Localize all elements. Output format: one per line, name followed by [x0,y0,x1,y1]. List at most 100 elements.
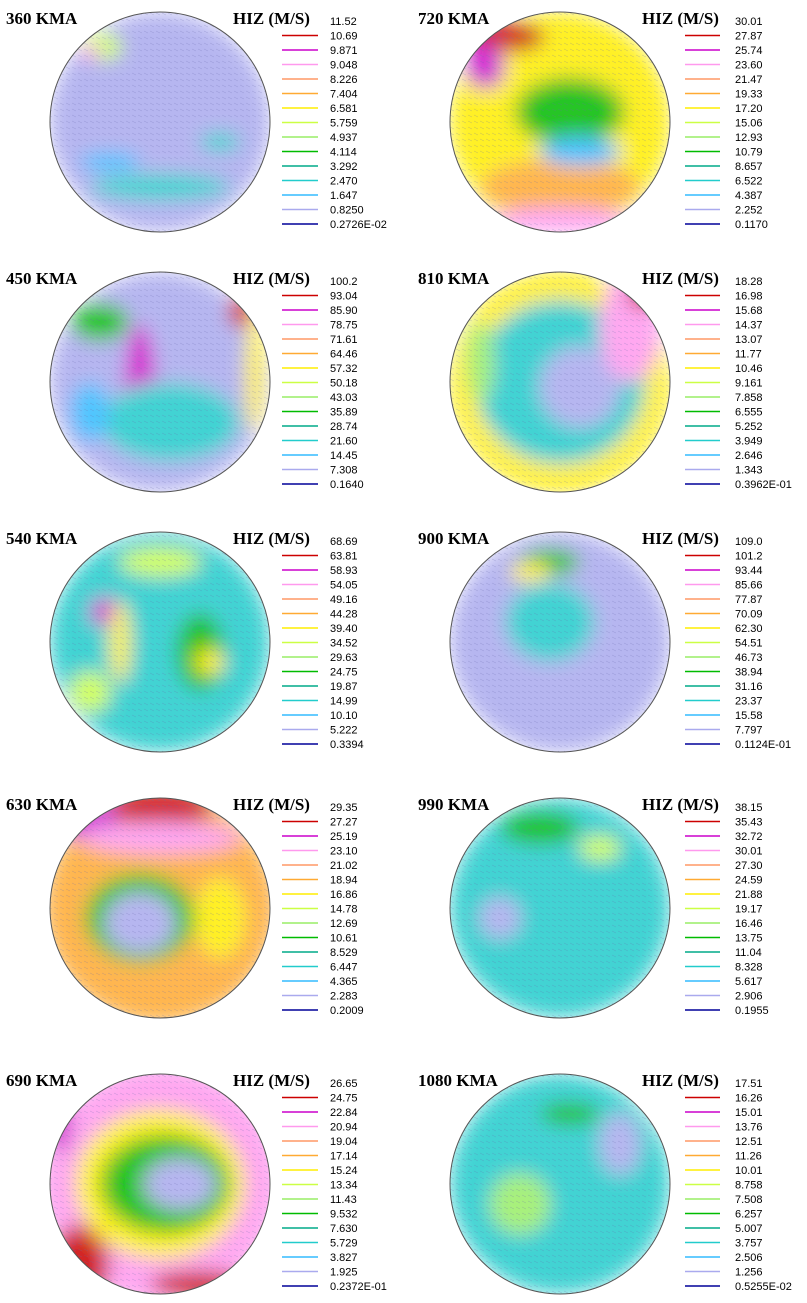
flow-field [450,12,670,232]
panel-title: 450 KMA [6,269,78,288]
legend-label: 27.30 [735,860,763,872]
legend-label: 9.161 [735,377,763,389]
panel-title: 810 KMA [418,269,490,288]
legend-label: 6.522 [735,175,763,187]
legend-label: 21.47 [735,74,763,86]
legend-label: 54.05 [330,579,358,591]
panel-title: 1080 KMA [418,1071,499,1090]
legend-label: 17.14 [330,1150,358,1162]
legend-label: 17.20 [735,103,763,115]
legend-label: 27.87 [735,30,763,42]
legend-label: 6.257 [735,1208,763,1220]
flow-field [50,1074,270,1294]
legend-label: 68.69 [330,536,358,548]
legend-label: 4.937 [330,132,358,144]
legend-label: 24.75 [330,666,358,678]
legend-label: 11.04 [735,947,762,959]
legend-label: 77.87 [735,594,763,606]
legend-label: 46.73 [735,652,763,664]
legend-label: 2.283 [330,990,358,1002]
legend-label: 14.99 [330,695,358,707]
vectors [50,12,270,232]
flow-field [50,798,270,1018]
legend-label: 9.532 [330,1208,358,1220]
legend-label: 35.43 [735,816,763,828]
globe-outline [49,271,271,493]
legend-label: 5.252 [735,421,763,433]
vectors [450,272,670,492]
legend-label: 26.65 [330,1078,358,1090]
legend-label: 11.43 [330,1194,357,1206]
legend-label: 0.2372E-01 [330,1281,387,1293]
legend-label: 57.32 [330,363,358,375]
flow-field [450,1074,670,1294]
legend-label: 13.75 [735,932,763,944]
legend-label: 22.84 [330,1107,358,1119]
legend-label: 16.86 [330,889,358,901]
panel-title: 690 KMA [6,1071,78,1090]
legend-title: HIZ (M/S) [233,1071,310,1090]
legend-label: 0.1955 [735,1005,769,1017]
legend-title: HIZ (M/S) [642,795,719,814]
legend-title: HIZ (M/S) [642,1071,719,1090]
legend-label: 0.8250 [330,204,364,216]
legend-label: 27.27 [330,816,358,828]
legend-label: 7.508 [735,1194,763,1206]
legend-label: 17.51 [735,1078,763,1090]
legend-label: 2.506 [735,1252,763,1264]
legend-label: 14.78 [330,903,358,915]
legend-label: 0.5255E-02 [735,1281,792,1293]
legend-title: HIZ (M/S) [233,795,310,814]
globe-outline [49,1073,271,1295]
legend-label: 16.46 [735,918,763,930]
legend-label: 11.26 [735,1150,762,1162]
legend-label: 23.60 [735,59,763,71]
vectors [50,532,270,752]
legend-label: 12.51 [735,1136,763,1148]
legend-title: HIZ (M/S) [642,9,719,28]
vectors [50,272,270,492]
legend-label: 3.292 [330,161,358,173]
legend-label: 15.58 [735,710,763,722]
legend-label: 4.114 [330,146,357,158]
panel-title: 540 KMA [6,529,78,548]
globe-outline [449,11,671,233]
legend-label: 23.10 [330,845,358,857]
legend-label: 6.581 [330,103,358,115]
legend-label: 18.28 [735,276,763,288]
legend-label: 19.87 [330,681,358,693]
legend-label: 7.858 [735,392,763,404]
legend-label: 24.75 [330,1092,358,1104]
flow-field [450,272,670,492]
legend-label: 78.75 [330,319,358,331]
legend-label: 11.77 [735,348,762,360]
legend-label: 15.24 [330,1165,358,1177]
legend-label: 21.60 [330,435,358,447]
legend-label: 63.81 [330,550,358,562]
legend-label: 12.69 [330,918,358,930]
legend-label: 3.827 [330,1252,358,1264]
legend-label: 13.76 [735,1121,763,1133]
legend-label: 8.529 [330,947,358,959]
globe-outline [449,797,671,1019]
legend-label: 35.89 [330,406,358,418]
legend-label: 25.74 [735,45,763,57]
globe-outline [449,531,671,753]
legend-label: 5.007 [735,1223,763,1235]
legend-label: 49.16 [330,594,358,606]
legend-label: 64.46 [330,348,358,360]
flow-field [50,12,270,232]
legend-label: 93.44 [735,565,763,577]
legend-title: HIZ (M/S) [233,529,310,548]
legend-label: 4.365 [330,976,358,988]
legend-label: 58.93 [330,565,358,577]
legend-label: 2.646 [735,450,763,462]
legend-label: 85.90 [330,305,358,317]
legend-label: 10.61 [330,932,358,944]
legend-label: 10.01 [735,1165,763,1177]
legend-title: HIZ (M/S) [233,9,310,28]
legend-label: 9.871 [330,45,358,57]
panel-title: 990 KMA [418,795,490,814]
legend-label: 0.2726E-02 [330,219,387,231]
legend-label: 15.01 [735,1107,763,1119]
